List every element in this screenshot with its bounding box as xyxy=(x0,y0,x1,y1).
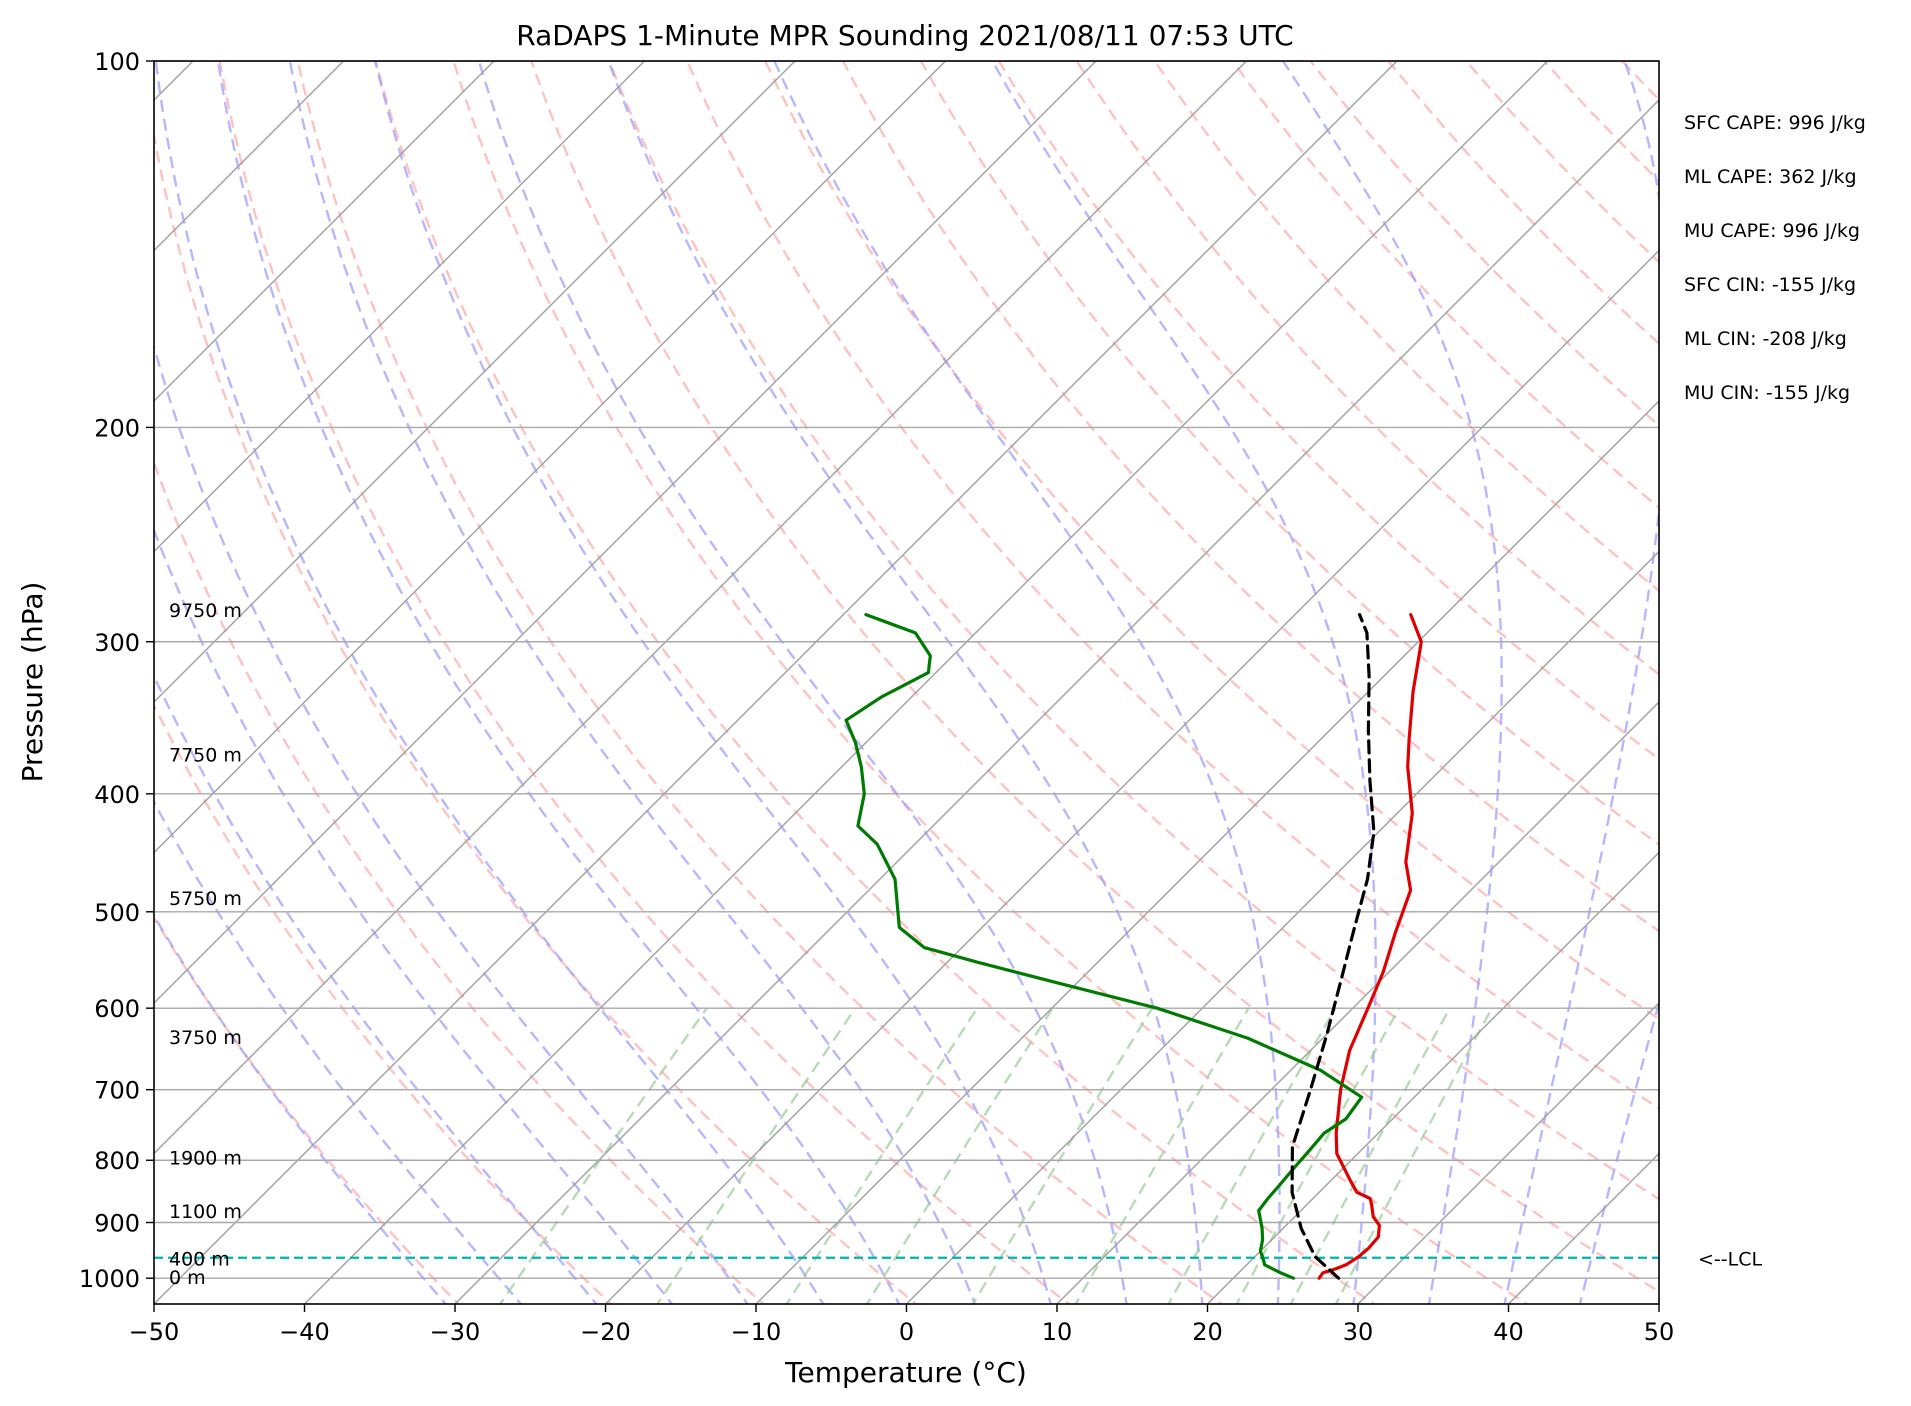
parcel-profile-line xyxy=(1290,613,1376,1280)
moist-adiabat-line xyxy=(477,61,1128,1304)
grid-layer xyxy=(154,61,1659,1304)
height-label: 7750 m xyxy=(169,744,242,766)
y-tick-label: 900 xyxy=(94,1210,140,1238)
x-tick-label: −30 xyxy=(430,1318,481,1346)
x-axis-label: Temperature (°C) xyxy=(784,1356,1027,1389)
mixing-ratio-line xyxy=(865,1007,1054,1304)
moist-adiabat-line xyxy=(374,61,1052,1304)
cape-cin-annotation: ML CIN: -208 J/kg xyxy=(1684,328,1847,350)
height-label: 1900 m xyxy=(169,1147,242,1169)
moist-adiabat-line xyxy=(154,673,598,1304)
x-tick-label: −10 xyxy=(731,1318,782,1346)
moist-adiabat-line xyxy=(288,61,977,1304)
data-layer xyxy=(844,613,1423,1280)
cape-cin-annotation: SFC CAPE: 996 J/kg xyxy=(1684,112,1866,134)
height-label: 9750 m xyxy=(169,600,242,622)
x-tick-label: −20 xyxy=(580,1318,631,1346)
lcl-label: <--LCL xyxy=(1698,1249,1762,1271)
height-label: 0 m xyxy=(169,1267,206,1289)
height-label: 3750 m xyxy=(169,1027,242,1049)
height-label: 1100 m xyxy=(169,1201,242,1223)
y-tick-label: 300 xyxy=(94,629,140,657)
isotherm-line xyxy=(1056,701,1659,1304)
isotherm-line xyxy=(1357,1002,1659,1304)
isotherm-line xyxy=(1207,851,1659,1304)
annotation-layer: SFC CAPE: 996 J/kg ML CAPE: 362 J/kg MU CA… xyxy=(1684,112,1866,404)
height-label: 400 m xyxy=(169,1248,230,1270)
mixing-ratio-line xyxy=(1289,1007,1451,1304)
height-label: 5750 m xyxy=(169,888,242,910)
isotherm-line xyxy=(154,61,1097,1004)
dry-adiabat-line xyxy=(154,459,766,1304)
chart-title: RaDAPS 1-Minute MPR Sounding 2021/08/11 … xyxy=(516,19,1293,52)
y-tick-label: 200 xyxy=(94,414,140,442)
mixing-ratio-line xyxy=(1334,1007,1493,1304)
mixing-ratio-line xyxy=(971,1007,1154,1304)
y-tick-label: 800 xyxy=(94,1147,140,1175)
dry-adiabat-line xyxy=(296,61,1224,1304)
dry-adiabat-line xyxy=(608,61,1659,1201)
isotherm-line xyxy=(154,61,796,703)
moist-adiabat-line xyxy=(154,342,749,1304)
moist-adiabat-line xyxy=(154,527,674,1304)
x-tick-label: 0 xyxy=(899,1318,914,1346)
isotherm-line xyxy=(605,249,1659,1304)
y-tick-label: 400 xyxy=(94,781,140,809)
x-tick-label: 50 xyxy=(1644,1318,1675,1346)
y-tick-label: 100 xyxy=(94,48,140,76)
cape-cin-annotation: ML CAPE: 362 J/kg xyxy=(1684,166,1857,188)
isotherm-line xyxy=(154,61,1247,1155)
isotherm-line xyxy=(304,61,1548,1304)
isotherm-line xyxy=(154,61,946,854)
x-tick-label: 30 xyxy=(1343,1318,1374,1346)
mixing-ratio-line xyxy=(1167,1007,1337,1304)
mixing-ratio-line xyxy=(498,1007,708,1304)
dewpoint-profile-line xyxy=(844,613,1364,1280)
isotherm-line xyxy=(755,400,1659,1304)
mixing-ratio-line xyxy=(1235,1007,1401,1304)
moist-adiabat-line xyxy=(154,913,448,1304)
isotherm-line xyxy=(154,61,495,402)
mixing-ratio-line xyxy=(656,1007,857,1304)
isotherm-line xyxy=(154,61,1398,1304)
temperature-profile-line xyxy=(1317,613,1423,1280)
moist-adiabat-line xyxy=(154,799,523,1304)
mixing-ratio-line xyxy=(1074,1007,1250,1304)
height-label-layer: 9750 m 7750 m 5750 m 3750 m 1900 m 1100 m 400 … xyxy=(169,600,242,1289)
cape-cin-annotation: MU CAPE: 996 J/kg xyxy=(1684,220,1860,242)
isotherm-line xyxy=(906,550,1659,1304)
cape-cin-annotation: MU CIN: -155 J/kg xyxy=(1684,382,1850,404)
moist-adiabat-line xyxy=(1503,61,1659,1304)
isotherm-line xyxy=(154,61,645,553)
dry-adiabat-line xyxy=(997,61,1659,761)
x-tick-label: 20 xyxy=(1192,1318,1223,1346)
dry-adiabat-line xyxy=(919,61,1659,847)
x-tick-label: −40 xyxy=(279,1318,330,1346)
x-tick-label: 40 xyxy=(1493,1318,1524,1346)
y-tick-label: 1000 xyxy=(79,1265,140,1293)
mixing-ratio-line xyxy=(785,1007,979,1304)
cape-cin-annotation: SFC CIN: -155 J/kg xyxy=(1684,274,1856,296)
x-tick-label: 10 xyxy=(1042,1318,1073,1346)
y-tick-label: 700 xyxy=(94,1077,140,1105)
x-tick-label: −50 xyxy=(129,1318,180,1346)
y-axis-label: Pressure (hPa) xyxy=(16,582,49,783)
isotherm-line xyxy=(454,99,1659,1304)
y-tick-label: 500 xyxy=(94,899,140,927)
y-tick-label: 600 xyxy=(94,995,140,1023)
axis-layer: −50 −40 −30 −20 −10 0 10 20 30 40 50 100 200 300 400 50… xyxy=(79,48,1674,1346)
dry-adiabat-line xyxy=(685,61,1659,1110)
